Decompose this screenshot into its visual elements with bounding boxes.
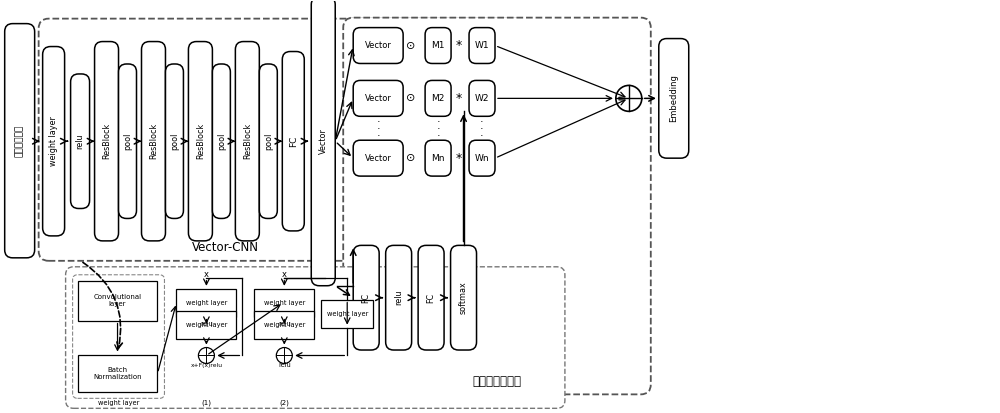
Text: ⊙: ⊙ bbox=[406, 40, 416, 50]
Text: 一维时序数据: 一维时序数据 bbox=[15, 125, 24, 157]
Text: M2: M2 bbox=[431, 94, 445, 103]
FancyBboxPatch shape bbox=[353, 140, 403, 176]
FancyBboxPatch shape bbox=[343, 18, 651, 394]
FancyBboxPatch shape bbox=[5, 24, 35, 258]
FancyBboxPatch shape bbox=[165, 64, 183, 218]
Text: pool: pool bbox=[123, 133, 132, 150]
Text: relu: relu bbox=[278, 320, 291, 327]
Text: Vector: Vector bbox=[365, 94, 392, 103]
Text: *: * bbox=[456, 92, 462, 105]
FancyBboxPatch shape bbox=[469, 140, 495, 176]
Text: (2): (2) bbox=[279, 399, 289, 406]
Bar bbox=[321, 300, 373, 328]
Text: x: x bbox=[204, 270, 209, 279]
FancyBboxPatch shape bbox=[71, 74, 90, 209]
FancyBboxPatch shape bbox=[188, 42, 212, 241]
Text: .: . bbox=[480, 114, 484, 124]
Text: *: * bbox=[456, 152, 462, 165]
Text: softmax: softmax bbox=[459, 281, 468, 314]
FancyBboxPatch shape bbox=[425, 28, 451, 64]
FancyBboxPatch shape bbox=[353, 245, 379, 350]
Text: ResBlock: ResBlock bbox=[102, 123, 111, 159]
Text: *: * bbox=[456, 39, 462, 52]
FancyBboxPatch shape bbox=[212, 64, 230, 218]
Text: x+F(x)relu: x+F(x)relu bbox=[190, 363, 222, 368]
Text: weight layer: weight layer bbox=[327, 311, 368, 317]
Text: weight layer: weight layer bbox=[186, 300, 227, 306]
Text: x: x bbox=[282, 270, 287, 279]
FancyBboxPatch shape bbox=[95, 42, 119, 241]
Text: Wn: Wn bbox=[475, 154, 489, 163]
Text: FC: FC bbox=[289, 135, 298, 147]
Text: .: . bbox=[376, 114, 380, 124]
Text: W2: W2 bbox=[475, 94, 489, 103]
Text: FC: FC bbox=[427, 293, 436, 303]
Text: ResBlock: ResBlock bbox=[196, 123, 205, 159]
Text: relu: relu bbox=[278, 363, 291, 368]
Text: .: . bbox=[480, 121, 484, 131]
Bar bbox=[176, 311, 236, 339]
Text: M1: M1 bbox=[431, 41, 445, 50]
Text: weight layer: weight layer bbox=[264, 322, 305, 328]
Bar bbox=[78, 354, 157, 392]
FancyBboxPatch shape bbox=[418, 245, 444, 350]
FancyBboxPatch shape bbox=[66, 267, 565, 408]
Text: Batch
Normalization: Batch Normalization bbox=[93, 367, 142, 380]
Text: .: . bbox=[376, 121, 380, 131]
FancyBboxPatch shape bbox=[119, 64, 137, 218]
Text: FC: FC bbox=[362, 293, 371, 303]
Text: pool: pool bbox=[217, 133, 226, 150]
FancyBboxPatch shape bbox=[386, 245, 412, 350]
Text: pool: pool bbox=[170, 133, 179, 150]
Text: relu: relu bbox=[76, 133, 85, 149]
Text: Mn: Mn bbox=[431, 154, 445, 163]
Bar bbox=[254, 311, 314, 339]
Text: .: . bbox=[436, 114, 440, 124]
Text: weight layer: weight layer bbox=[49, 116, 58, 166]
FancyBboxPatch shape bbox=[141, 42, 165, 241]
FancyBboxPatch shape bbox=[469, 28, 495, 64]
Text: 空间自适应结构: 空间自适应结构 bbox=[473, 375, 522, 388]
Text: relu: relu bbox=[200, 320, 213, 327]
FancyBboxPatch shape bbox=[353, 28, 403, 64]
Bar bbox=[254, 289, 314, 317]
Bar bbox=[78, 281, 157, 320]
Text: .: . bbox=[436, 128, 440, 138]
Text: relu: relu bbox=[394, 290, 403, 306]
FancyBboxPatch shape bbox=[425, 81, 451, 116]
Text: Vector-CNN: Vector-CNN bbox=[192, 241, 259, 254]
Text: weight layer: weight layer bbox=[98, 400, 139, 406]
Text: Embedding: Embedding bbox=[669, 74, 678, 122]
FancyBboxPatch shape bbox=[311, 0, 335, 286]
Text: ⊙: ⊙ bbox=[406, 153, 416, 163]
FancyBboxPatch shape bbox=[235, 42, 259, 241]
FancyBboxPatch shape bbox=[259, 64, 277, 218]
FancyBboxPatch shape bbox=[451, 245, 477, 350]
Text: ResBlock: ResBlock bbox=[243, 123, 252, 159]
Text: pool: pool bbox=[264, 133, 273, 150]
Text: Vector: Vector bbox=[319, 128, 328, 154]
Text: Vector: Vector bbox=[365, 41, 392, 50]
Text: ⊙: ⊙ bbox=[406, 93, 416, 103]
Text: weight layer: weight layer bbox=[186, 322, 227, 328]
Text: W1: W1 bbox=[475, 41, 489, 50]
Text: .: . bbox=[376, 128, 380, 138]
FancyBboxPatch shape bbox=[73, 275, 164, 399]
FancyBboxPatch shape bbox=[469, 81, 495, 116]
Text: (1): (1) bbox=[201, 399, 211, 406]
FancyBboxPatch shape bbox=[659, 38, 689, 158]
Text: Convolutional
layer: Convolutional layer bbox=[93, 294, 142, 307]
FancyBboxPatch shape bbox=[282, 52, 304, 231]
Text: ResBlock: ResBlock bbox=[149, 123, 158, 159]
Text: .: . bbox=[480, 128, 484, 138]
FancyBboxPatch shape bbox=[43, 47, 65, 236]
FancyBboxPatch shape bbox=[39, 19, 530, 261]
Text: weight layer: weight layer bbox=[264, 300, 305, 306]
Bar bbox=[176, 289, 236, 317]
Text: Vector: Vector bbox=[365, 154, 392, 163]
Text: .: . bbox=[436, 121, 440, 131]
FancyBboxPatch shape bbox=[353, 81, 403, 116]
FancyBboxPatch shape bbox=[425, 140, 451, 176]
